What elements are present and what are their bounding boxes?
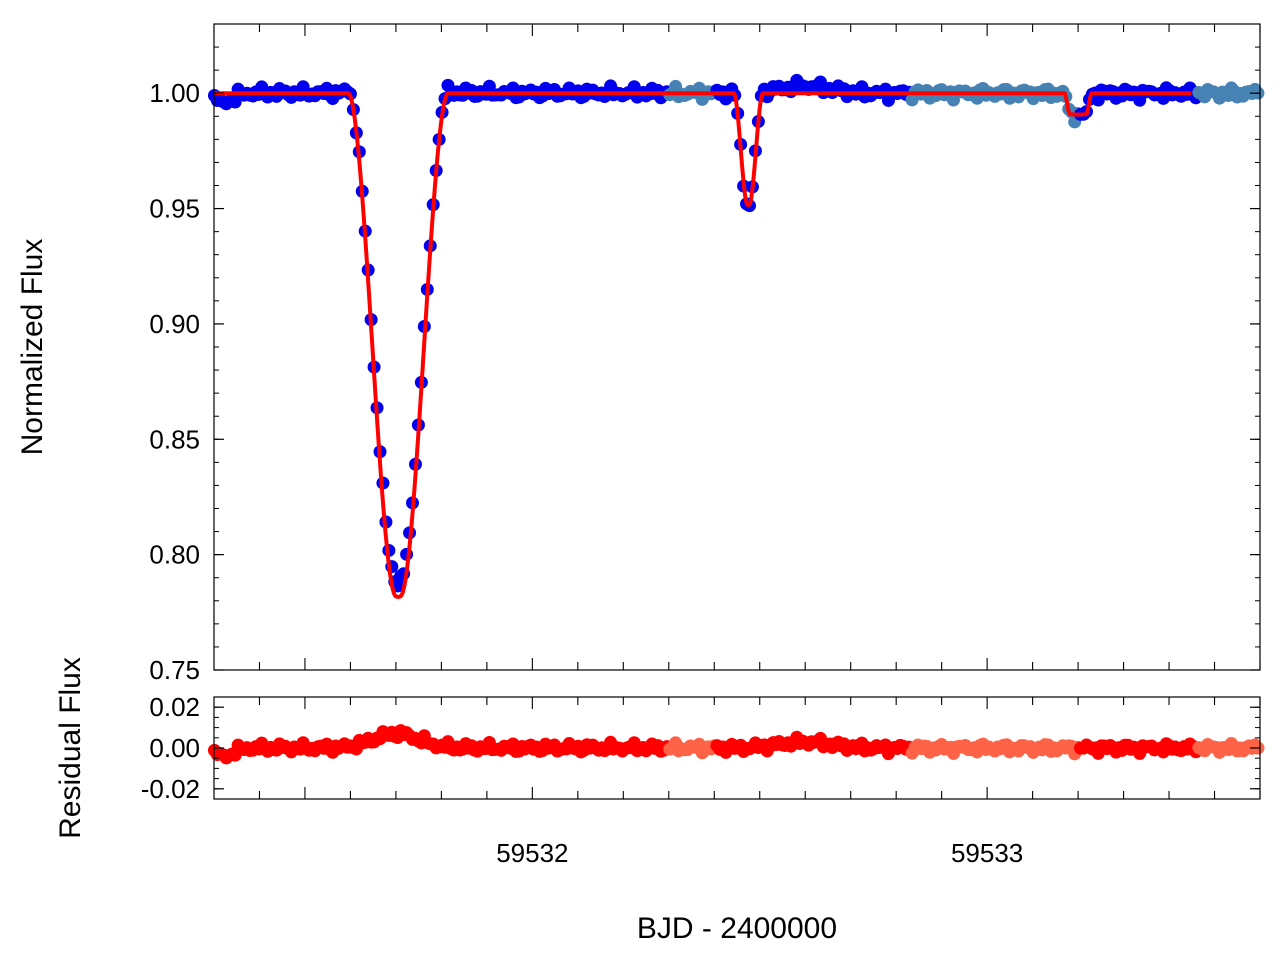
x-axis-title: BJD - 2400000 — [637, 912, 837, 945]
top-model-layer — [214, 91, 1192, 600]
top-data-layer — [207, 73, 1265, 593]
bottom-ticks-layer: 59532 59533 -0.02 0.00 0.02 — [141, 692, 1261, 868]
resid-y-tick-label: -0.02 — [141, 774, 200, 804]
x-tick-label: 59533 — [951, 838, 1023, 868]
model-line — [214, 91, 1192, 600]
y-tick-label: 1.00 — [149, 78, 200, 108]
bottom-panel: 59532 59533 -0.02 0.00 0.02 Residual Flux BJ… — [54, 657, 1265, 945]
bottom-data-layer — [207, 724, 1265, 765]
resid-y-tick-label: 0.00 — [149, 733, 200, 763]
bottom-plot-frame — [213, 696, 1261, 800]
top-plot-frame — [213, 23, 1261, 671]
bottom-y-axis-title: Residual Flux — [54, 657, 87, 839]
y-tick-label: 0.75 — [149, 655, 200, 685]
resid-y-tick-label: 0.02 — [149, 692, 200, 722]
top-ticks-layer: 0.75 0.80 0.85 0.90 0.95 1.00 — [149, 23, 1261, 685]
x-tick-label: 59532 — [496, 838, 568, 868]
top-y-axis-title: Normalized Flux — [16, 239, 49, 456]
y-tick-label: 0.85 — [149, 424, 200, 454]
y-tick-label: 0.90 — [149, 309, 200, 339]
y-tick-label: 0.95 — [149, 194, 200, 224]
y-tick-label: 0.80 — [149, 540, 200, 570]
top-panel: 0.75 0.80 0.85 0.90 0.95 1.00 Normalized Flux — [16, 23, 1265, 685]
